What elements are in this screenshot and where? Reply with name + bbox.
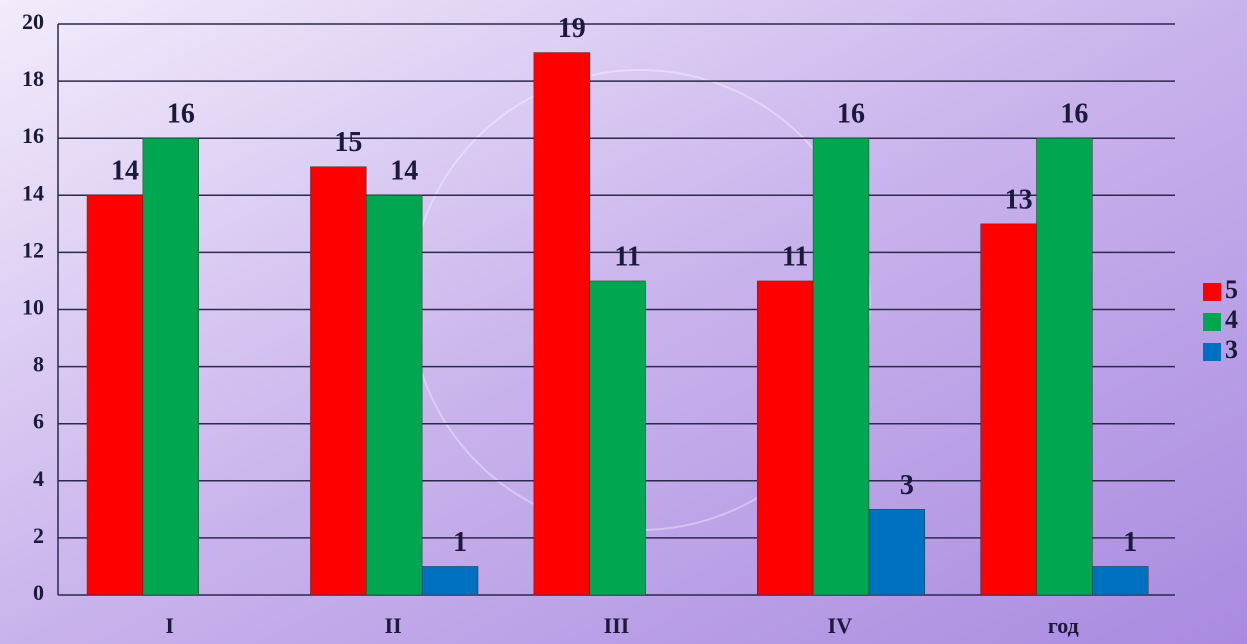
legend-swatch <box>1203 343 1221 361</box>
y-tick-label: 4 <box>33 466 44 491</box>
legend-swatch <box>1203 313 1221 331</box>
bar <box>533 52 590 596</box>
y-tick-label: 20 <box>22 9 44 34</box>
legend-swatch <box>1203 283 1221 301</box>
bar <box>86 195 144 596</box>
data-label: 1 <box>1123 527 1137 558</box>
data-label: 14 <box>390 156 418 187</box>
y-tick-label: 2 <box>33 523 44 548</box>
x-tick-label: III <box>604 613 630 638</box>
bar <box>142 137 199 596</box>
x-tick-label: II <box>385 613 402 638</box>
y-tick-label: 10 <box>22 295 44 320</box>
y-tick-label: 0 <box>33 580 44 605</box>
data-label: 11 <box>782 241 808 272</box>
legend-label: 5 <box>1225 275 1238 304</box>
bar <box>421 566 479 596</box>
y-tick-label: 16 <box>22 123 44 148</box>
bar <box>980 223 1037 596</box>
data-label: 16 <box>837 99 865 130</box>
data-label: 11 <box>614 241 640 272</box>
data-label: 16 <box>167 99 195 130</box>
legend-label: 4 <box>1225 305 1238 334</box>
y-tick-label: 12 <box>22 237 44 262</box>
y-tick-label: 8 <box>33 352 44 377</box>
bar <box>812 137 870 596</box>
data-label: 14 <box>111 156 139 187</box>
x-tick-label: год <box>1048 613 1079 638</box>
bar <box>756 280 814 596</box>
data-label: 19 <box>558 13 586 44</box>
data-label: 16 <box>1060 99 1088 130</box>
x-tick-label: I <box>165 613 174 638</box>
bar <box>1092 566 1149 596</box>
x-tick-label: IV <box>828 613 853 638</box>
y-tick-label: 14 <box>22 180 44 205</box>
bar <box>310 166 367 596</box>
bar <box>1036 137 1093 596</box>
data-label: 13 <box>1005 184 1033 215</box>
bar <box>868 509 926 596</box>
legend-label: 3 <box>1225 335 1238 364</box>
y-tick-label: 6 <box>33 409 44 434</box>
data-label: 3 <box>900 470 914 501</box>
bar <box>366 195 423 596</box>
bar <box>589 280 646 596</box>
y-tick-label: 18 <box>22 66 44 91</box>
data-label: 1 <box>453 527 467 558</box>
data-label: 15 <box>334 127 362 158</box>
